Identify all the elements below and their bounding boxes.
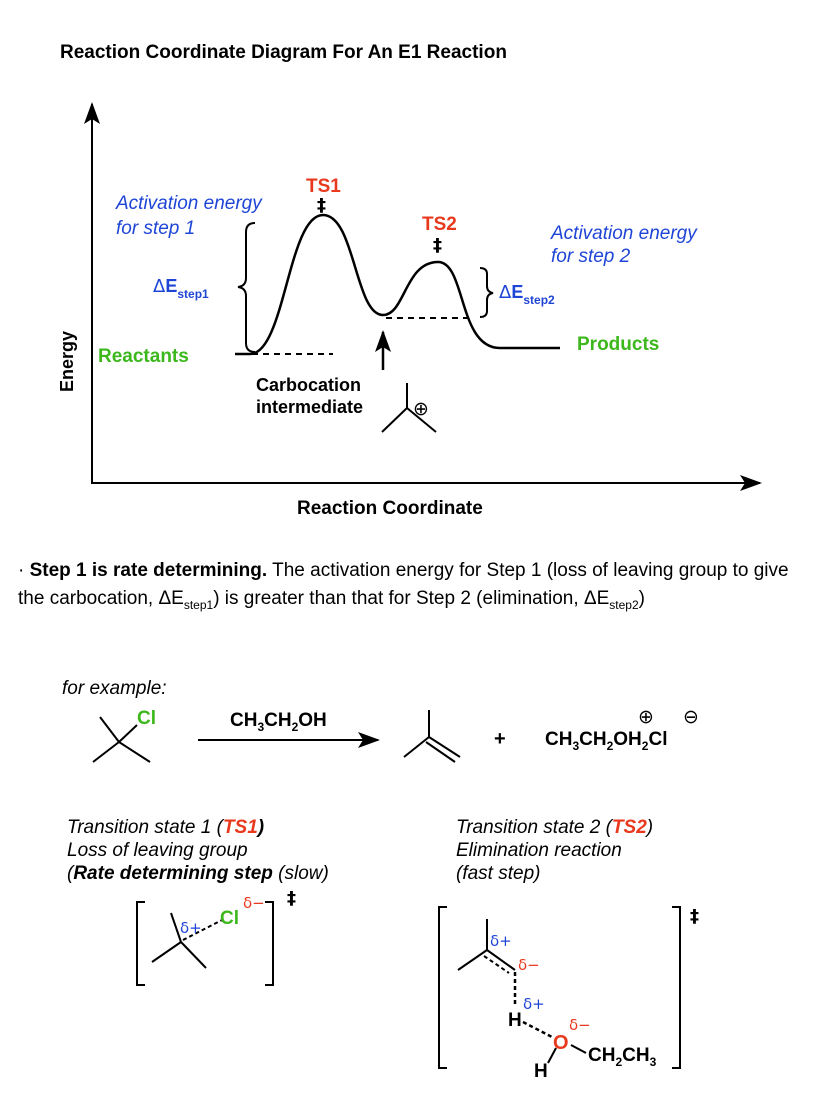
- delta-e-step2: ΔEstep2: [499, 282, 555, 307]
- ts2-ethyl: CH2CH3: [588, 1045, 657, 1069]
- ts2-dagger: ‡: [433, 235, 442, 256]
- y-axis-label: Energy: [57, 331, 77, 392]
- ts1-desc-line1: Transition state 1 (TS1): [67, 817, 264, 838]
- carbocation-structure: [381, 383, 437, 433]
- ethyloxonium-chloride: CH3CH2OH2Cl: [545, 729, 667, 753]
- rate-determining-paragraph: · Step 1 is rate determining. The activa…: [18, 557, 808, 619]
- activation-energy-1-line2: for step 1: [116, 218, 195, 239]
- ts1-desc-line2: Loss of leaving group: [67, 840, 248, 861]
- ts1-dagger-bracket: ‡: [287, 888, 296, 909]
- ts2-h-upper: H: [508, 1010, 522, 1031]
- example-label: for example:: [62, 678, 167, 699]
- axes: [84, 102, 762, 491]
- paragraph-sub-2: step2: [609, 597, 639, 612]
- ts1-dagger: ‡: [317, 195, 326, 216]
- delta-e-step1: ΔEstep1: [153, 276, 209, 301]
- oxonium-plus-charge: ⊕: [638, 706, 654, 728]
- intermediate-label-line1: Carbocation: [256, 375, 361, 395]
- paragraph-text-2: ) is greater than that for Step 2 (elimi…: [213, 588, 610, 609]
- ts2-delta-plus-h: δ+: [523, 995, 545, 1013]
- paragraph-text-1: The activation energy for Step 1 (loss o…: [18, 560, 789, 609]
- ts2-delta-plus-carbon: δ+: [490, 932, 512, 950]
- ts2-desc-line2: Elimination reaction: [456, 840, 622, 861]
- x-axis-label: Reaction Coordinate: [297, 498, 483, 519]
- activation-energy-2-line2: for step 2: [551, 246, 631, 267]
- activation-energy-1-line1: Activation energy: [115, 193, 263, 214]
- ts2-desc-line1: Transition state 2 (TS2): [456, 817, 653, 838]
- ts2-delta-minus-o: δ−: [569, 1016, 591, 1034]
- brace-step1: [237, 222, 256, 353]
- paragraph-bold-text: Step 1 is rate determining.: [29, 560, 268, 581]
- bullet: ·: [18, 560, 25, 581]
- ts2-o: O: [553, 1032, 569, 1054]
- carbocation-plus-charge: ⊕: [413, 398, 429, 420]
- isobutylene-structure: [403, 710, 461, 763]
- ts2-h-lower: H: [534, 1061, 548, 1082]
- example-cl-label: Cl: [137, 708, 156, 729]
- paragraph-sub-1: step1: [183, 597, 214, 612]
- ts2-desc-line3: (fast step): [456, 863, 540, 884]
- products-label: Products: [577, 334, 659, 355]
- chloride-minus-charge: ⊖: [683, 706, 699, 728]
- ts1-desc-line3: (Rate determining step (slow): [67, 863, 329, 884]
- activation-energy-2-line1: Activation energy: [550, 223, 698, 244]
- ts2-label: TS2: [422, 214, 457, 235]
- reagent-label: CH3CH2OH: [230, 710, 327, 734]
- ts1-delta-minus: δ−: [243, 894, 265, 912]
- energy-curve: [235, 213, 560, 356]
- ts1-delta-plus: δ+: [180, 919, 202, 937]
- ts2-structure: [438, 906, 681, 1069]
- plus-sign: +: [494, 728, 506, 750]
- ts1-label: TS1: [306, 176, 341, 197]
- reactants-label: Reactants: [98, 346, 189, 367]
- ts1-cl: Cl: [220, 908, 239, 929]
- ts2-dagger-bracket: ‡: [690, 906, 699, 927]
- brace-step2: [479, 267, 494, 318]
- diagram-title: Reaction Coordinate Diagram For An E1 Re…: [60, 42, 507, 63]
- ts2-delta-minus-carbon: δ−: [518, 956, 540, 974]
- paragraph-text-3: ): [638, 588, 645, 609]
- intermediate-label-line2: intermediate: [256, 397, 363, 417]
- tbutyl-chloride-structure: [92, 716, 151, 763]
- ts1-structure: [136, 901, 274, 986]
